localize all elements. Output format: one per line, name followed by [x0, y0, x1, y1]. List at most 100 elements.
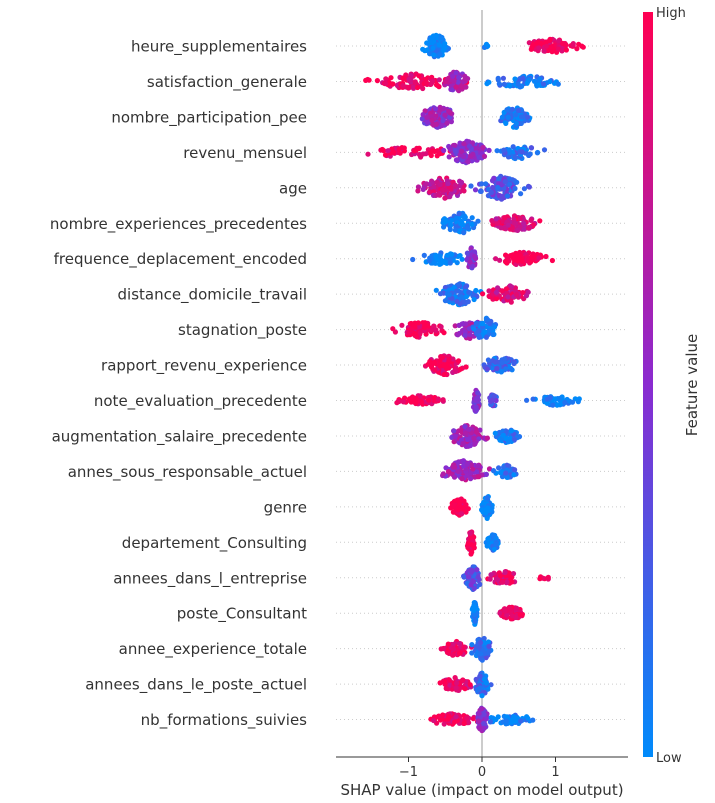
shap-point [491, 393, 497, 399]
feature-label: note_evaluation_precedente [94, 392, 307, 411]
shap-point [453, 70, 459, 76]
shap-point [440, 187, 446, 193]
shap-point [515, 254, 522, 260]
shap-point [530, 717, 536, 723]
shap-point [481, 725, 487, 731]
shap-point [494, 365, 500, 372]
shap-point [467, 443, 473, 449]
shap-point [458, 180, 465, 186]
shap-point [549, 257, 556, 264]
shap-point [464, 715, 470, 721]
shap-point [446, 154, 452, 160]
shap-point [467, 153, 474, 159]
shap-point [423, 181, 429, 187]
shap-point [541, 147, 548, 153]
shap-point [444, 120, 450, 126]
shap-point [518, 718, 524, 724]
shap-point [479, 181, 485, 187]
shap-point [447, 226, 453, 233]
shap-point [503, 366, 509, 372]
shap-point [483, 334, 489, 340]
shap-point [486, 147, 492, 153]
shap-point [504, 612, 510, 618]
shap-point [505, 114, 511, 120]
shap-point [458, 83, 464, 89]
shap-point [505, 439, 511, 445]
shap-point [543, 43, 550, 49]
shap-point [477, 651, 483, 657]
feature-label: rapport_revenu_experience [101, 357, 307, 376]
shap-point [445, 641, 451, 647]
shap-point [493, 256, 499, 262]
shap-point [417, 330, 423, 336]
shap-point [400, 399, 406, 405]
shap-point [468, 183, 474, 189]
shap-point [420, 186, 426, 192]
shap-point [456, 75, 462, 81]
shap-point [563, 47, 570, 53]
shap-point [464, 283, 470, 289]
shap-point [461, 720, 467, 727]
shap-point [500, 432, 506, 438]
shap-point [453, 685, 459, 691]
shap-point [466, 143, 473, 149]
shap-points [363, 32, 586, 734]
shap-point [436, 42, 443, 48]
shap-point [468, 476, 474, 482]
shap-point [465, 574, 472, 580]
shap-point [455, 468, 461, 474]
feature-label: satisfaction_generale [147, 73, 307, 92]
shap-point [418, 154, 424, 160]
feature-labels: heure_supplementaires satisfaction_genera… [50, 38, 307, 731]
shap-point [442, 112, 448, 118]
shap-point [464, 436, 471, 443]
shap-point [435, 192, 441, 198]
shap-point [538, 41, 544, 47]
shap-point [437, 253, 443, 259]
shap-point [495, 75, 501, 81]
shap-point [515, 81, 521, 87]
shap-point [486, 293, 492, 299]
shap-point [502, 356, 508, 362]
shap-point [461, 230, 467, 236]
shap-point [432, 106, 439, 112]
shap-point [455, 332, 461, 338]
shap-point [486, 288, 492, 294]
shap-point [502, 608, 508, 614]
shap-point [483, 41, 490, 47]
shap-point [463, 502, 469, 508]
shap-point [442, 219, 448, 225]
feature-label: age [279, 179, 307, 197]
shap-point [452, 323, 458, 329]
shap-point [431, 260, 437, 266]
shap-point [439, 122, 445, 129]
shap-point [499, 368, 505, 374]
shap-point [461, 141, 467, 147]
shap-point [436, 107, 443, 113]
shap-point [462, 76, 468, 82]
shap-point [477, 726, 483, 732]
shap-point [469, 215, 475, 221]
shap-point [523, 293, 530, 299]
shap-point [454, 680, 460, 686]
shap-point [505, 222, 511, 228]
feature-label: annees_dans_l_entreprise [113, 569, 307, 588]
shap-point [507, 176, 513, 182]
shap-point [511, 217, 517, 223]
shap-point [491, 717, 497, 723]
x-tick-label: 0 [478, 765, 486, 780]
shap-point [480, 647, 486, 654]
shap-point [449, 286, 455, 292]
shap-point [499, 360, 505, 366]
shap-point [455, 507, 461, 513]
shap-point [447, 260, 453, 266]
shap-point [467, 335, 473, 341]
shap-point [461, 574, 467, 580]
shap-point [483, 471, 489, 477]
shap-point [442, 41, 448, 47]
shap-point [502, 569, 508, 576]
shap-point [447, 146, 453, 152]
shap-point [413, 399, 419, 405]
shap-point [452, 227, 458, 233]
shap-point [422, 320, 428, 326]
